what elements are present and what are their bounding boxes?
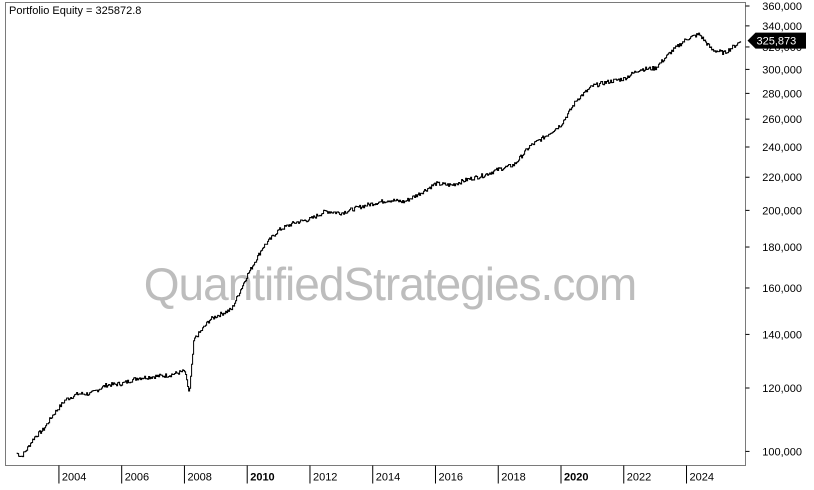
y-tick-label: 100,000: [762, 446, 802, 458]
y-tick-label: 140,000: [762, 329, 802, 341]
x-tick-label: 2020: [564, 472, 588, 484]
x-tick-label: 2018: [501, 472, 525, 484]
y-tick-label: 120,000: [762, 383, 802, 395]
last-value-marker: 325,873: [747, 32, 806, 49]
y-tick-label: 220,000: [762, 172, 802, 184]
y-axis: 100,000 120,000 140,000 160,000 180,000 200,0…: [745, 1, 802, 458]
x-tick-label: 2016: [438, 472, 462, 484]
y-tick-label: 160,000: [762, 283, 802, 295]
x-tick-label: 2012: [313, 472, 337, 484]
y-tick-label: 340,000: [762, 21, 802, 33]
x-tick-label: 2024: [690, 472, 714, 484]
x-tick-label: 2006: [125, 472, 149, 484]
x-axis: 2004 2006 2008 2010 2012 2014 2016 2018 2020 2022…: [58, 465, 714, 484]
y-tick-label: 180,000: [762, 242, 802, 254]
x-tick-label: 2004: [62, 472, 86, 484]
chart-title: Portfolio Equity = 325872.8: [9, 5, 141, 17]
x-tick-label: 2008: [187, 472, 211, 484]
watermark: QuantifiedStrategies.com: [144, 258, 637, 310]
equity-series-line: [16, 32, 742, 458]
x-tick-label: 2014: [376, 472, 400, 484]
x-tick-label: 2022: [627, 472, 651, 484]
last-value-marker-shape: [747, 32, 806, 49]
y-tick-label: 360,000: [762, 1, 802, 13]
last-value-label: 325,873: [757, 36, 797, 48]
y-tick-label: 240,000: [762, 142, 802, 154]
y-tick-label: 200,000: [762, 205, 802, 217]
y-tick-label: 300,000: [762, 64, 802, 76]
y-tick-label: 260,000: [762, 114, 802, 126]
x-tick-label: 2010: [250, 472, 274, 484]
y-tick-label: 280,000: [762, 88, 802, 100]
plot-area: [5, 2, 746, 466]
